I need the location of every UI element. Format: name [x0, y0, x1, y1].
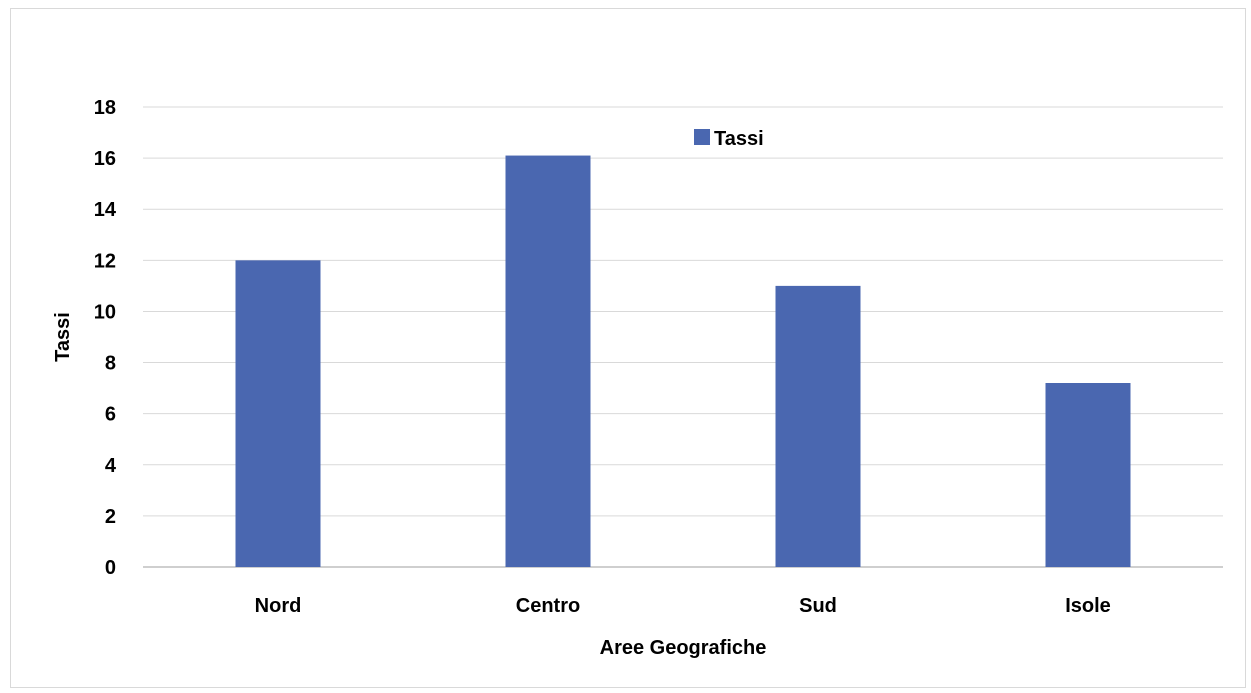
- bar-nord: [235, 260, 321, 567]
- bar-centro: [505, 155, 591, 568]
- y-tick-label: 10: [94, 301, 116, 323]
- y-tick-label: 16: [94, 148, 116, 170]
- gridlines: [143, 106, 1223, 568]
- legend-label: Tassi: [714, 128, 764, 150]
- y-axis-ticks: 0 2 4 6 8 10 12 14 16 18: [94, 97, 117, 579]
- y-tick-label: 6: [105, 404, 116, 426]
- x-axis-title: Aree Geografiche: [600, 637, 767, 659]
- bar-isole: [1045, 383, 1131, 567]
- y-axis-title: Tassi: [52, 312, 74, 362]
- bars: [235, 155, 1131, 568]
- legend: Tassi: [694, 128, 764, 150]
- y-tick-label: 4: [105, 455, 117, 477]
- x-tick-label: Nord: [255, 595, 302, 617]
- y-tick-label: 14: [94, 199, 117, 221]
- y-tick-label: 2: [105, 506, 116, 528]
- y-tick-label: 18: [94, 97, 116, 119]
- x-axis-ticks: Nord Centro Sud Isole: [255, 595, 1111, 617]
- y-tick-label: 12: [94, 250, 116, 272]
- chart-frame: [10, 8, 1246, 688]
- x-tick-label: Centro: [516, 595, 580, 617]
- x-tick-label: Sud: [799, 595, 837, 617]
- y-tick-label: 8: [105, 353, 116, 375]
- legend-swatch: [694, 129, 710, 145]
- x-tick-label: Isole: [1065, 595, 1111, 617]
- bar-sud: [775, 285, 861, 567]
- y-tick-label: 0: [105, 557, 116, 579]
